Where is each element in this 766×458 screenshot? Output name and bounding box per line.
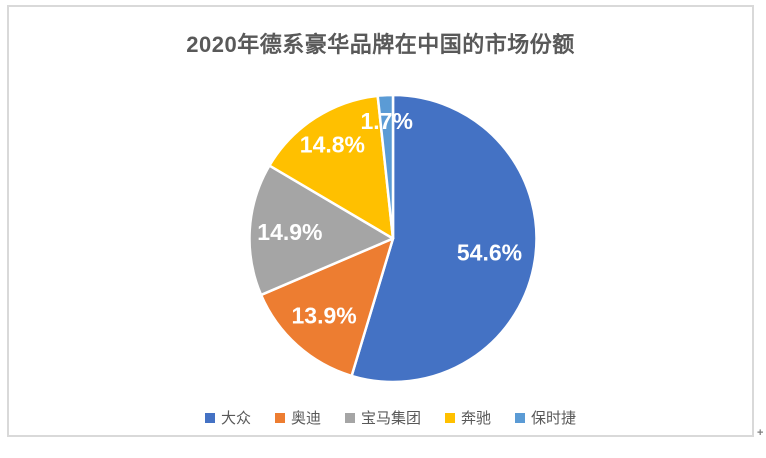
chart-frame: 2020年德系豪华品牌在中国的市场份额 54.6% 13.9% 14.9% 14.8%… <box>7 5 754 437</box>
data-label-1: 13.9% <box>291 303 356 329</box>
legend-swatch-icon <box>274 412 285 423</box>
pie-chart: 54.6% 13.9% 14.9% 14.8%1.7% <box>248 93 538 384</box>
corner-resize-mark: + <box>757 427 764 439</box>
legend-swatch-icon <box>515 412 526 423</box>
pie-slice-3[interactable] <box>268 94 395 240</box>
legend-label: 保时捷 <box>531 410 577 427</box>
legend-item-4[interactable]: 保时捷 <box>515 407 576 428</box>
legend-label: 奥迪 <box>290 410 321 427</box>
legend-item-0[interactable]: 大众 <box>204 407 251 428</box>
legend-swatch-icon <box>445 412 455 423</box>
data-label-4: 1.7% <box>360 108 412 134</box>
legend-swatch-icon <box>204 412 215 423</box>
legend-label: 大众 <box>220 410 251 427</box>
legend-item-3[interactable]: 奔驰 <box>445 407 491 428</box>
pie-slice-4[interactable] <box>376 93 395 240</box>
pie-slice-0[interactable] <box>350 93 538 384</box>
legend-item-2[interactable]: 宝马集团 <box>344 407 421 428</box>
pie-slice-1[interactable] <box>259 237 395 378</box>
data-label-3: 14.8% <box>300 131 365 157</box>
data-label-2: 14.9% <box>257 219 322 245</box>
chart-title: 2020年德系豪华品牌在中国的市场份额 <box>186 32 575 57</box>
legend-label: 宝马集团 <box>360 410 421 427</box>
chart-legend: 大众 奥迪 宝马集团 奔驰 保时捷 <box>18 407 763 428</box>
legend-label: 奔驰 <box>461 410 492 427</box>
pie-slice-2[interactable] <box>248 164 395 297</box>
data-label-0: 54.6% <box>457 240 522 266</box>
legend-swatch-icon <box>344 412 355 423</box>
legend-item-1[interactable]: 奥迪 <box>274 407 321 428</box>
